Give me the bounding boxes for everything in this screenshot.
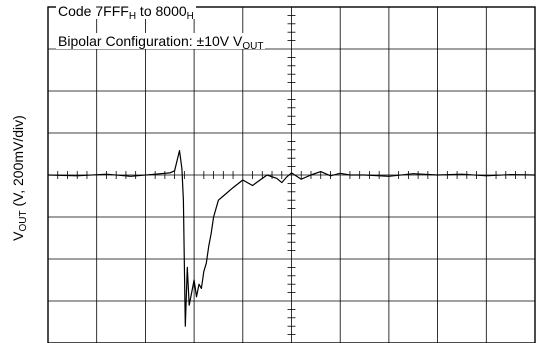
plot-frame [47, 6, 536, 343]
annotation-configuration: Bipolar Configuration: ±10V VOUT [56, 33, 266, 52]
voltage-trace [47, 150, 536, 327]
annotation-code: Code 7FFFH to 8000H [56, 3, 196, 22]
y-axis-label: VOUT (V, 200mV/div) [10, 115, 29, 241]
